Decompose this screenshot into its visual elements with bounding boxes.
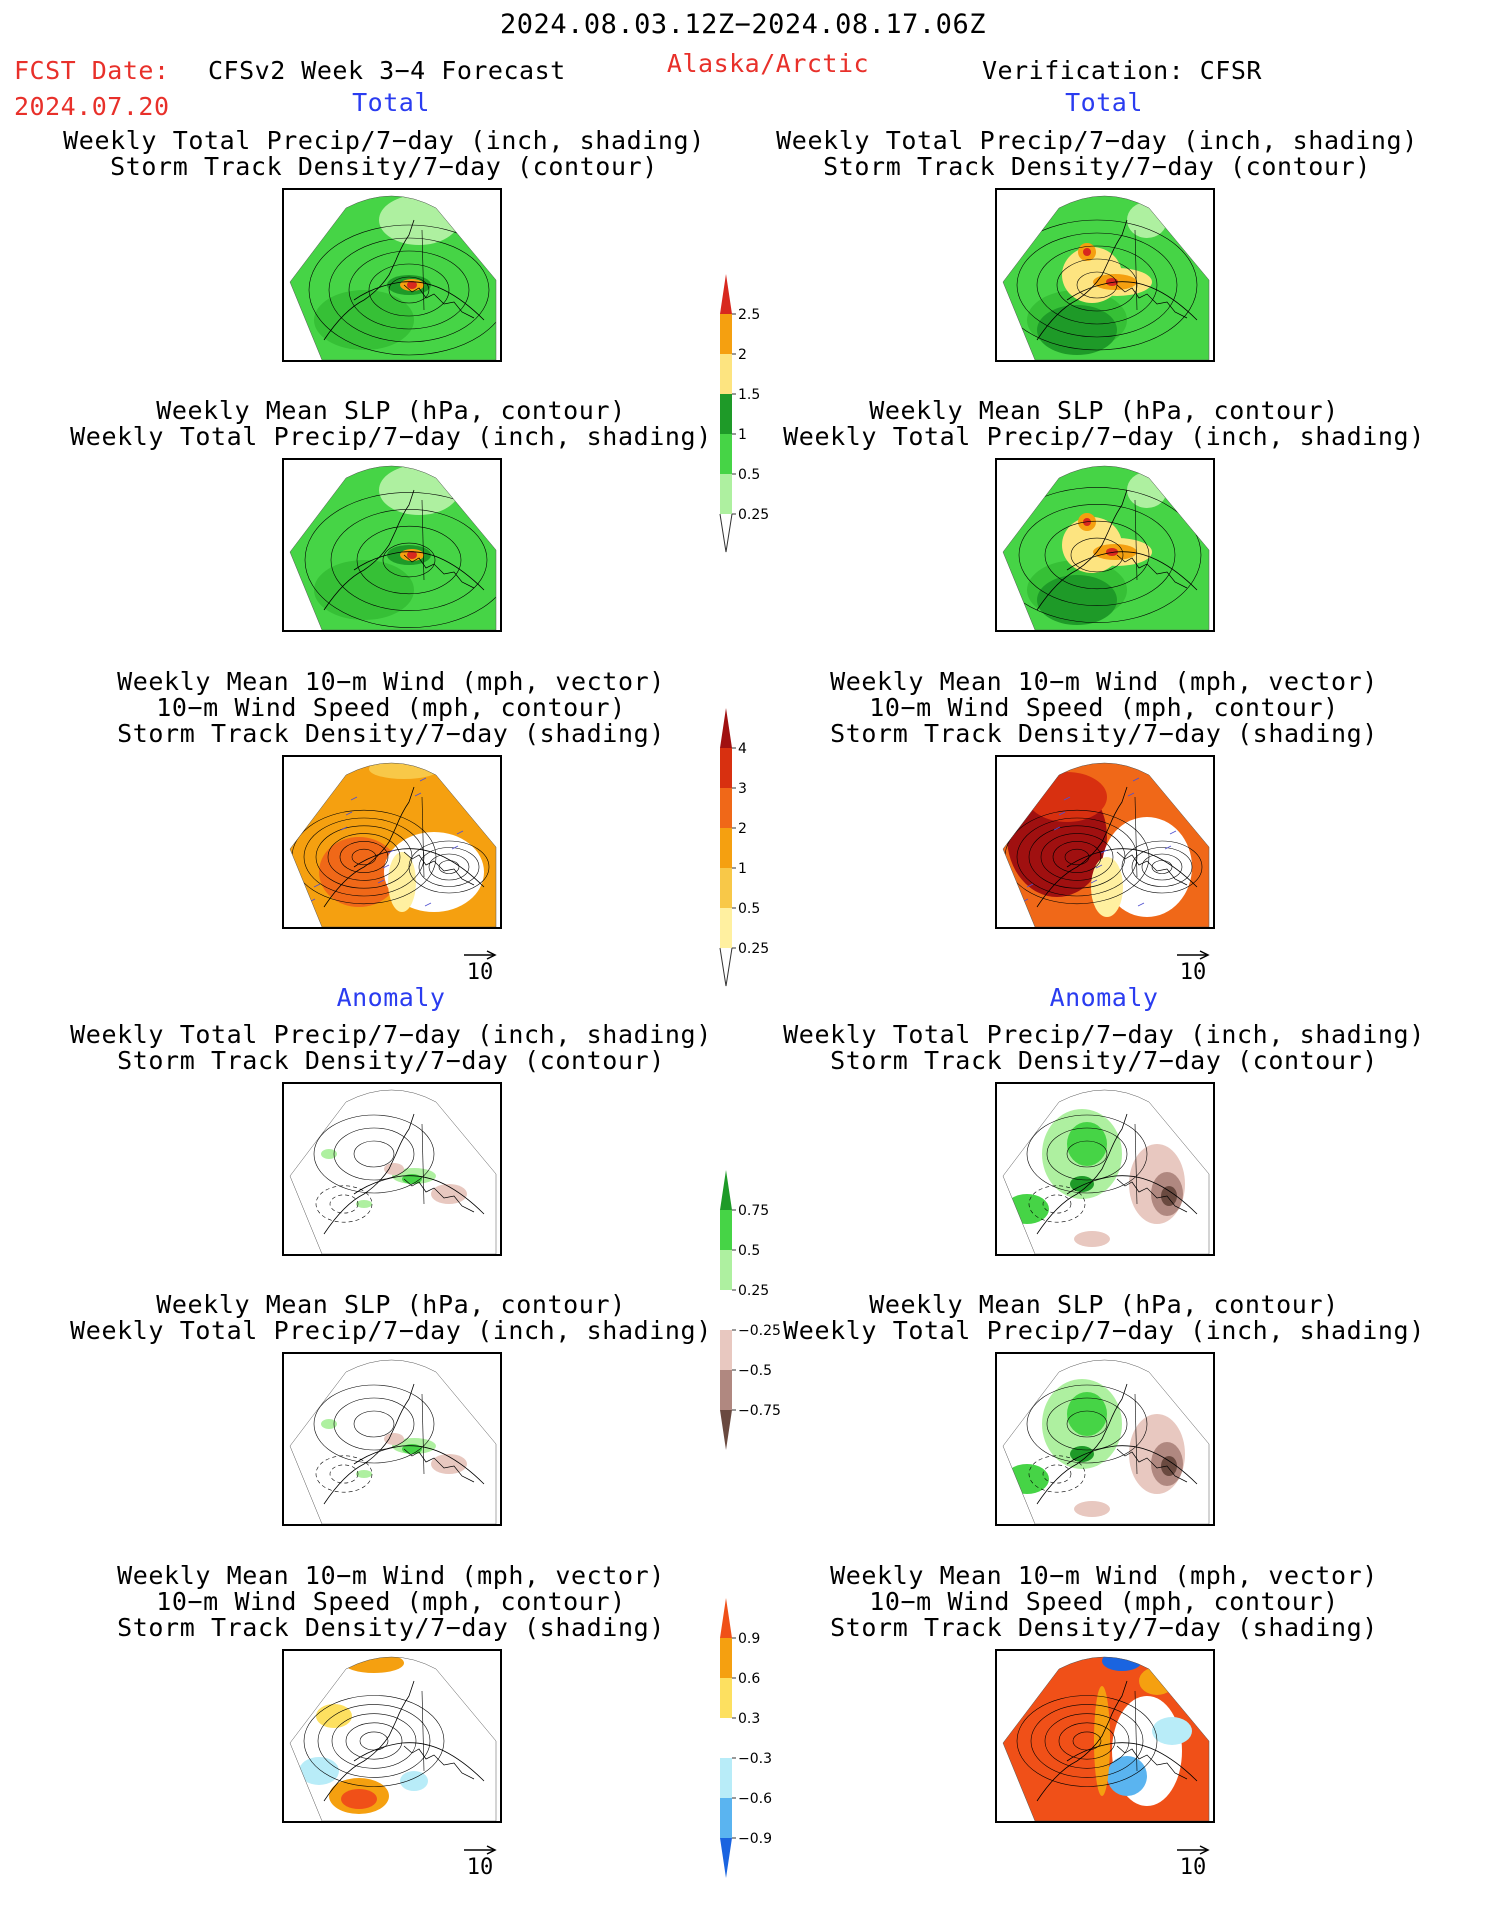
fcst-date-value: 2024.07.20 xyxy=(14,92,170,121)
map-total-precip-track-verif xyxy=(995,188,1215,362)
map-anom-precip-track-fcst xyxy=(282,1082,502,1256)
title-total-slp-precip-left: Weekly Mean SLP (hPa, contour) Weekly Tot… xyxy=(70,396,712,451)
section-total-right: Total xyxy=(1065,88,1143,117)
title-anom-wind-track-left: Weekly Mean 10−m Wind (mph, vector) 10−m … xyxy=(117,1561,665,1642)
colorbar-tick-label: −0.9 xyxy=(738,1831,772,1847)
map-anom-precip-track-verif xyxy=(995,1082,1215,1256)
vector-ref-label: 10 xyxy=(466,1855,494,1880)
title-total-wind-track-right: Weekly Mean 10−m Wind (mph, vector) 10−m … xyxy=(830,667,1378,748)
colorbar-tick-label: 1 xyxy=(738,427,747,443)
arrow-right-icon xyxy=(464,1845,497,1855)
colorbar-tick-label: 0.25 xyxy=(738,941,769,957)
fcst-date-label: FCST Date: xyxy=(14,56,170,85)
title-anom-precip-track-right: Weekly Total Precip/7−day (inch, shading… xyxy=(783,1020,1425,1075)
colorbar-tick-label: 2 xyxy=(738,821,747,837)
colorbar-tick-label: 0.6 xyxy=(738,1671,760,1687)
vector-ref-label: 10 xyxy=(1179,1855,1207,1880)
colorbar-tick-label: −0.5 xyxy=(738,1363,772,1379)
colorbar-tick-label: 4 xyxy=(738,741,747,757)
map-anom-slp-precip-fcst xyxy=(282,1352,502,1526)
title-anom-slp-precip-left: Weekly Mean SLP (hPa, contour) Weekly Tot… xyxy=(70,1290,712,1345)
title-total-precip-track-right: Weekly Total Precip/7−day (inch, shading… xyxy=(776,126,1418,181)
section-total-left: Total xyxy=(352,88,430,117)
colorbar-tick-label: 0.5 xyxy=(738,467,760,483)
title-anom-slp-precip-right: Weekly Mean SLP (hPa, contour) Weekly Tot… xyxy=(783,1290,1425,1345)
colorbar-tick-label: 0.3 xyxy=(738,1711,760,1727)
colorbar-tick-label: 0.25 xyxy=(738,507,769,523)
colorbar-tick-label: 3 xyxy=(738,781,747,797)
vector-ref-label: 10 xyxy=(466,960,494,985)
model-title: CFSv2 Week 3−4 Forecast xyxy=(208,56,566,85)
verification-title: Verification: CFSR xyxy=(982,56,1262,85)
vector-ref-anom-left: 10 xyxy=(460,1845,500,1880)
colorbar-track-total: 4 3 2 1 0.5 0.25 xyxy=(719,708,769,987)
vector-ref-total-right: 10 xyxy=(1173,950,1213,985)
title-total-slp-precip-right: Weekly Mean SLP (hPa, contour) Weekly Tot… xyxy=(783,396,1425,451)
map-anom-slp-precip-verif xyxy=(995,1352,1215,1526)
arrow-right-icon xyxy=(1177,950,1210,960)
colorbar-tick-label: 0.5 xyxy=(738,901,760,917)
map-anom-wind-track-verif xyxy=(995,1649,1215,1823)
colorbar-tick-label: 0.9 xyxy=(738,1631,760,1647)
colorbar-track-anom: 0.9 0.6 0.3 −0.3 −0.6 −0.9 xyxy=(720,1598,772,1878)
colorbar-tick-label: 2.5 xyxy=(738,307,760,323)
vector-ref-label: 10 xyxy=(1179,960,1207,985)
arrow-right-icon xyxy=(464,950,497,960)
map-total-wind-track-verif xyxy=(995,755,1215,929)
section-anomaly-right: Anomaly xyxy=(1049,983,1159,1012)
colorbar-tick-label: 0.25 xyxy=(738,1283,769,1299)
colorbar-tick-label: −0.25 xyxy=(738,1323,781,1339)
vector-ref-anom-right: 10 xyxy=(1173,1845,1213,1880)
title-anom-wind-track-right: Weekly Mean 10−m Wind (mph, vector) 10−m … xyxy=(830,1561,1378,1642)
arrow-right-icon xyxy=(1177,1845,1210,1855)
colorbar-tick-label: −0.75 xyxy=(738,1403,781,1419)
vector-ref-total-left: 10 xyxy=(460,950,500,985)
map-total-slp-precip-fcst xyxy=(282,458,502,632)
colorbar-tick-label: 1.5 xyxy=(738,387,760,403)
title-total-precip-track-left: Weekly Total Precip/7−day (inch, shading… xyxy=(63,126,705,181)
colorbar-tick-label: −0.3 xyxy=(738,1751,772,1767)
colorbar-tick-label: 0.5 xyxy=(738,1243,760,1259)
region-title: Alaska/Arctic xyxy=(666,49,870,78)
map-total-slp-precip-verif xyxy=(995,458,1215,632)
colorbar-tick-label: −0.6 xyxy=(738,1791,772,1807)
date-range-title: 2024.08.03.12Z−2024.08.17.06Z xyxy=(500,9,986,40)
map-anom-wind-track-fcst xyxy=(282,1649,502,1823)
colorbar-precip-total: 2.5 2 1.5 1 0.5 0.25 xyxy=(719,274,769,553)
title-anom-precip-track-left: Weekly Total Precip/7−day (inch, shading… xyxy=(70,1020,712,1075)
colorbar-tick-label: 0.75 xyxy=(738,1203,769,1219)
colorbar-precip-anom: 0.75 0.5 0.25 −0.25 −0.5 −0.75 xyxy=(720,1170,781,1450)
colorbar-tick-label: 1 xyxy=(738,861,747,877)
colorbar-tick-label: 2 xyxy=(738,347,747,363)
map-total-precip-track-fcst xyxy=(282,188,502,362)
section-anomaly-left: Anomaly xyxy=(336,983,446,1012)
map-total-wind-track-fcst xyxy=(282,755,502,929)
title-total-wind-track-left: Weekly Mean 10−m Wind (mph, vector) 10−m … xyxy=(117,667,665,748)
